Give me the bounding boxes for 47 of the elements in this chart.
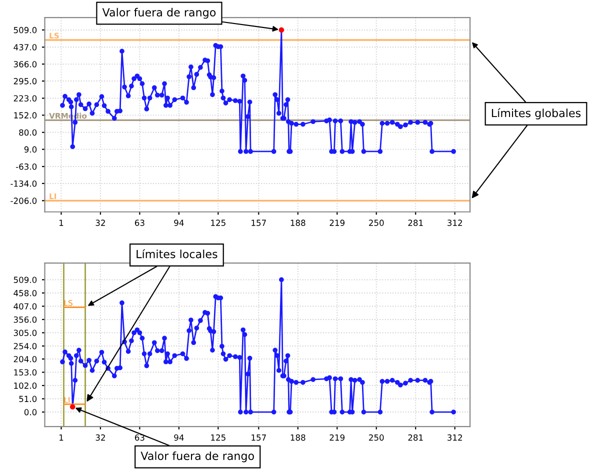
x-tick-label: 32 [96,434,105,441]
x-tick-label: 125 [211,434,226,441]
x-tick-label: 188 [290,220,306,226]
x-tick-label: 312 [448,434,462,441]
x-tick-label: 157 [252,434,266,441]
x-tick-label: 1 [59,434,64,441]
x-tick-label: 281 [408,434,423,441]
y-tick-label: 295.0 [14,78,37,84]
annotation: Límites globales [492,108,581,120]
x-tick-label: 1 [59,220,64,226]
y-tick-label: 223.0 [14,95,37,102]
x-tick-label: 219 [330,434,344,441]
x-tick-label: 281 [408,220,423,226]
y-tick-label: 204.0 [14,356,37,362]
annotation: Límites locales [136,249,218,258]
y-tick-label: 51.0 [19,396,37,402]
x-tick-label: 188 [290,434,306,441]
x-tick-label: 250 [369,220,384,226]
x-tick-label: 32 [96,220,105,226]
y-tick-label: 407.0 [14,303,37,310]
y-tick-label: 254.0 [14,342,37,350]
x-tick-label: 312 [448,220,462,226]
y-tick-label: 102.0 [14,382,37,389]
x-tick-label: 94 [174,434,184,441]
y-tick-label: -63.0 [16,163,37,170]
y-tick-label: 356.0 [14,316,37,323]
y-tick-label: 152.0 [14,112,37,118]
y-tick-label: 458.0 [14,290,37,296]
y-tick-label: 509.0 [14,26,37,34]
x-tick-label: 94 [174,220,184,226]
y-tick-label: 366.0 [14,61,37,68]
annotation: Valor fuera de rango [140,451,254,462]
x-tick-label: 63 [134,220,144,226]
x-tick-label: 125 [211,220,226,226]
annotation: Valor fuera de rango [102,8,216,19]
x-tick-label: 219 [330,220,344,226]
y-tick-label: 153.0 [14,369,37,376]
y-tick-label: 509.0 [14,276,37,283]
y-tick-label: -134.0 [10,180,37,187]
y-tick-label: 80.0 [19,129,37,136]
y-tick-label: -206.0 [10,198,37,204]
y-tick-label: 305.0 [14,330,37,336]
y-tick-label: 9.0 [24,146,37,153]
y-tick-label: 0.0 [24,409,37,416]
x-tick-label: 250 [369,434,384,441]
y-tick-label: 437.0 [14,44,37,50]
x-tick-label: 157 [252,220,266,226]
